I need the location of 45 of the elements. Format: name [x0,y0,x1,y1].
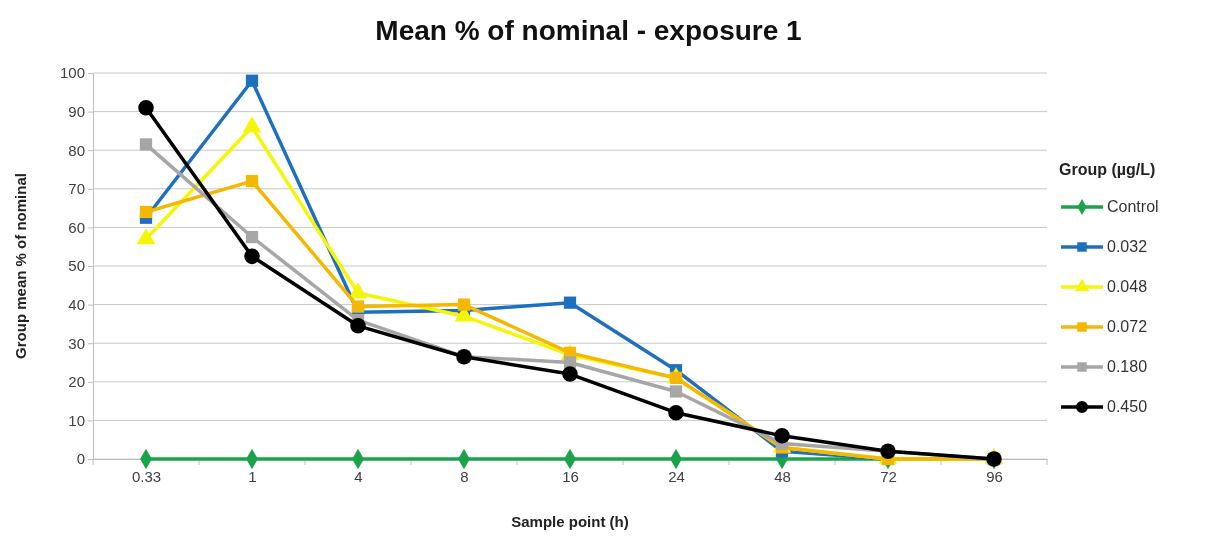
point [139,138,153,151]
y-tick-label: 30 [68,334,85,352]
x-axis-title: Sample point (h) [511,513,629,530]
y-tick-label: 0 [76,450,85,468]
legend-label: 0.032 [1107,238,1148,255]
legend-label: 0.072 [1107,318,1148,335]
point [139,205,153,219]
point [774,428,790,444]
legend-title: Group (µg/L) [1059,161,1156,178]
point [457,298,471,311]
x-tick-label: 72 [880,467,897,485]
y-tick-label: 80 [68,141,85,159]
point [669,385,683,398]
point [668,404,684,421]
point [562,366,578,382]
point [351,300,365,313]
y-axis-title: Group mean % of nominal [12,173,29,359]
point [563,296,577,309]
legend-label: 0.180 [1107,358,1148,375]
point [138,99,154,116]
y-tick-label: 10 [68,411,85,429]
x-tick-label: 48 [774,467,791,485]
point [245,74,259,87]
chart-title: Mean % of nominal - exposure 1 [375,15,802,46]
y-tick-label: 100 [59,64,85,82]
legend-label: Control [1107,198,1159,215]
x-tick-label: 0.33 [131,467,162,485]
x-tick-label: 8 [460,467,469,485]
legend-label: 0.450 [1107,398,1148,415]
y-tick-label: 70 [68,180,85,198]
point [245,230,259,244]
y-tick-label: 60 [68,218,85,236]
x-tick-label: 1 [248,467,257,485]
x-tick-label: 96 [986,467,1003,485]
y-tick-label: 50 [68,257,85,275]
y-tick-label: 90 [68,102,85,120]
legend-label: 0.048 [1107,278,1148,295]
point [244,248,260,265]
y-tick-label: 40 [68,295,85,313]
x-tick-label: 4 [354,467,363,485]
point [350,318,366,334]
x-tick-label: 24 [668,467,685,485]
y-tick-label: 20 [68,373,85,391]
x-tick-label: 16 [562,467,579,485]
point [245,174,259,188]
